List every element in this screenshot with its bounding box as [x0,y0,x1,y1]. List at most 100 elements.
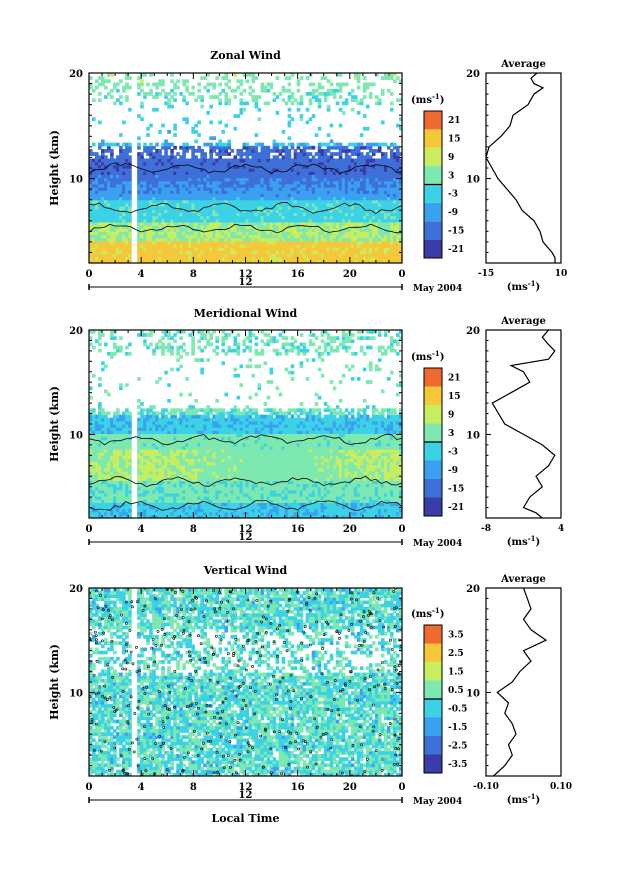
heatmap-cell [203,237,207,242]
heatmap-cell [386,190,391,194]
heatmap-cell [212,199,216,204]
heatmap-cell [257,199,262,204]
heatmap-cell [338,82,343,87]
heatmap-cell [296,88,301,93]
heatmap-cell [251,158,256,163]
heatmap-cell [332,259,337,263]
heatmap-cell [182,221,186,226]
heatmap-cell [356,212,361,217]
heatmap-cell [269,196,274,201]
heatmap-cell [185,244,189,248]
heatmap-cell [359,511,364,516]
heatmap-cell [227,101,232,106]
heatmap-cell [389,196,394,201]
heatmap-cell [290,231,295,236]
heatmap-cell [245,508,250,513]
heatmap-cell [320,247,325,251]
heatmap-cell [272,196,277,201]
heatmap-cell [179,218,183,223]
heatmap-cell [158,253,162,258]
heatmap-cell [206,171,210,175]
heatmap-cell [344,199,349,204]
heatmap-cell [266,496,271,500]
heatmap-cell [296,82,301,87]
heatmap-cell [128,145,132,150]
heatmap-cell [236,231,241,236]
heatmap-cell [257,161,262,166]
heatmap-cell [371,193,376,198]
heatmap-cell [233,126,238,131]
heatmap-cell [239,212,244,217]
heatmap-cell [128,253,132,258]
heatmap-cell [158,161,162,166]
unit-exp: -1 [528,279,536,288]
heatmap-cell [329,199,334,204]
heatmap-cell [320,250,325,255]
heatmap-cell [191,244,195,248]
heatmap-cell [326,168,331,172]
heatmap-cell [215,250,220,255]
heatmap-cell [353,256,358,261]
heatmap-cell [341,171,346,175]
heatmap-cell [107,492,111,497]
heatmap-cell [296,107,301,112]
heatmap-cell [398,499,402,503]
heatmap-cell [281,218,286,223]
heatmap-cell [194,199,198,204]
heatmap-cell [185,212,189,217]
heatmap-cell [278,174,283,179]
heatmap-cell [137,82,141,87]
heatmap-cell [293,158,298,163]
heatmap-cell [344,190,349,194]
heatmap-cell [296,161,301,166]
heatmap-cell [242,73,247,77]
heatmap-cell [299,196,304,201]
heatmap-cell [392,496,397,500]
heatmap-cell [239,259,244,263]
heatmap-cell [278,190,283,194]
heatmap-cell [122,152,126,156]
heatmap-cell [335,496,340,500]
heatmap-cell [206,183,210,188]
heatmap-cell [281,190,286,194]
heatmap-cell [257,496,262,500]
heatmap-cell [173,168,177,172]
heatmap-cell [146,244,150,248]
heatmap-cell [140,218,144,223]
heatmap-cell [197,234,201,239]
heatmap-cell [371,152,376,156]
heatmap-cell [374,496,379,500]
heatmap-cell [122,85,126,90]
heatmap-cell [293,508,298,513]
heatmap-cell [125,250,129,255]
heatmap-cell [191,168,195,172]
heatmap-cell [275,256,280,261]
heatmap-cell [173,234,177,239]
heatmap-cell [242,231,247,236]
heatmap-cell [329,155,334,160]
heatmap-cell [302,209,307,213]
heatmap-cell [254,183,259,188]
heatmap-cell [125,76,129,80]
heatmap-cell [110,505,114,510]
heatmap-cell [284,259,289,263]
heatmap-cell [344,187,349,191]
heatmap-cell [290,244,295,248]
heatmap-cell [389,92,394,96]
heatmap-cell [230,190,235,194]
heatmap-cell [236,209,241,213]
heatmap-cell [287,511,292,516]
heatmap-cell [260,190,265,194]
heatmap-cell [251,152,256,156]
heatmap-cell [344,502,349,507]
heatmap-cell [365,499,370,503]
heatmap-cell [302,221,307,226]
heatmap-cell [104,155,108,160]
heatmap-cell [275,174,280,179]
heatmap-cell [113,190,117,194]
heatmap-cell [308,231,313,236]
heatmap-cell [239,193,244,198]
heatmap-cell [182,164,186,169]
heatmap-cell [191,221,195,226]
heatmap-cell [152,161,156,166]
